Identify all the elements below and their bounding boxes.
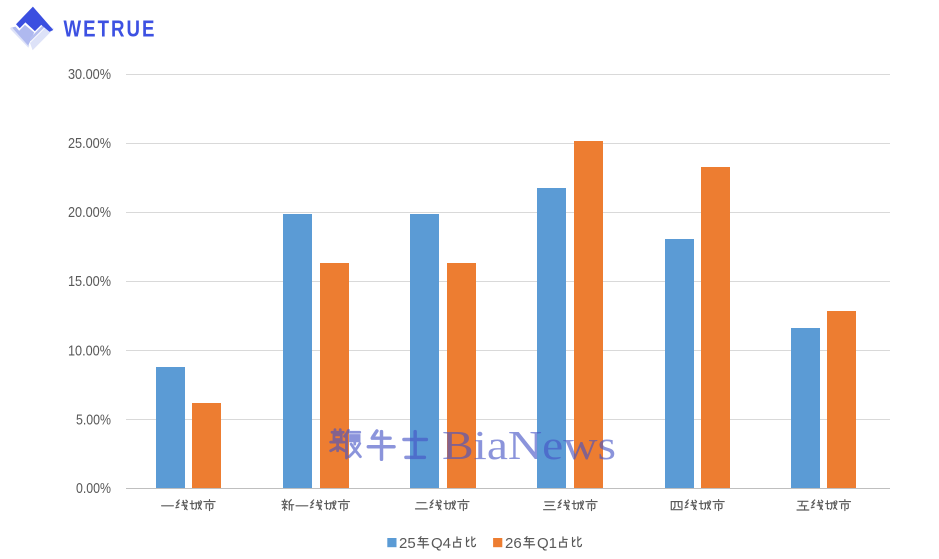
svg-text:25: 25 [399, 535, 416, 552]
svg-text:30.00%: 30.00% [68, 66, 111, 83]
svg-text:20.00%: 20.00% [68, 204, 111, 221]
svg-text:Q4: Q4 [431, 535, 451, 552]
svg-text:BiaNews: BiaNews [442, 422, 616, 468]
svg-text:Q1: Q1 [537, 535, 557, 552]
svg-text:10.00%: 10.00% [68, 342, 111, 359]
svg-text:0.00%: 0.00% [76, 480, 111, 497]
svg-text:WETRUE: WETRUE [64, 16, 157, 42]
svg-text:25.00%: 25.00% [68, 135, 111, 152]
svg-text:26: 26 [505, 535, 522, 552]
svg-text:5.00%: 5.00% [76, 411, 111, 428]
svg-text:15.00%: 15.00% [68, 273, 111, 290]
